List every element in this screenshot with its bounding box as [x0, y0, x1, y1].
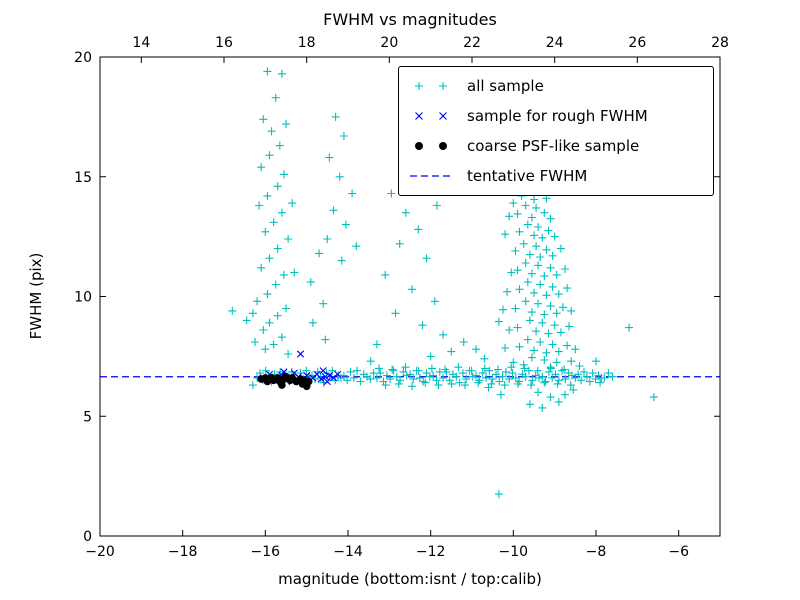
- y-tick-label: 0: [83, 529, 92, 545]
- x-tick-label-bottom: −16: [251, 544, 281, 560]
- x-tick-label-bottom: −14: [333, 544, 363, 560]
- y-tick-label: 10: [74, 290, 92, 306]
- x-tick-label-bottom: −12: [416, 544, 446, 560]
- legend-label: sample for rough FWHM: [467, 107, 648, 125]
- x-axis-label: magnitude (bottom:isnt / top:calib): [278, 570, 542, 588]
- x-tick-label-top: 28: [711, 35, 729, 51]
- legend-label: tentative FWHM: [467, 167, 588, 185]
- legend-item-rough-fwhm: sample for rough FWHM: [407, 102, 705, 130]
- x-tick-label-bottom: −8: [586, 544, 607, 560]
- y-tick-label: 5: [83, 409, 92, 425]
- y-tick-label: 15: [74, 170, 92, 186]
- x-tick-label-bottom: −6: [668, 544, 689, 560]
- legend: all sample sample for rough FWHM coarse …: [398, 66, 714, 196]
- legend-label: all sample: [467, 77, 544, 95]
- y-axis-label: FWHM (pix): [27, 252, 45, 340]
- x-tick-label-bottom: −18: [168, 544, 198, 560]
- x-tick-label-top: 18: [298, 35, 316, 51]
- chart-title: FWHM vs magnitudes: [323, 10, 497, 29]
- x-tick-label-top: 24: [546, 35, 564, 51]
- legend-item-tentative-fwhm: tentative FWHM: [407, 162, 705, 190]
- dot-marker-icon: [415, 142, 447, 150]
- legend-item-all-sample: all sample: [407, 72, 705, 100]
- x-tick-label-bottom: −10: [499, 544, 529, 560]
- y-tick-label: 20: [74, 50, 92, 66]
- x-tick-label-top: 16: [215, 35, 233, 51]
- all-sample-points: [228, 67, 658, 499]
- x-tick-label-top: 20: [380, 35, 398, 51]
- x-tick-label-top: 22: [463, 35, 481, 51]
- plus-marker-icon: [415, 82, 447, 90]
- axes-frame: [99, 56, 721, 537]
- legend-item-psf-like: coarse PSF-like sample: [407, 132, 705, 160]
- x-tick-label-top: 26: [628, 35, 646, 51]
- legend-label: coarse PSF-like sample: [467, 137, 640, 155]
- x-marker-icon: [415, 112, 447, 120]
- psf-like-points: [257, 372, 313, 391]
- dashed-line-icon: [410, 175, 452, 177]
- x-tick-label-bottom: −20: [85, 544, 115, 560]
- x-tick-label-top: 14: [132, 35, 150, 51]
